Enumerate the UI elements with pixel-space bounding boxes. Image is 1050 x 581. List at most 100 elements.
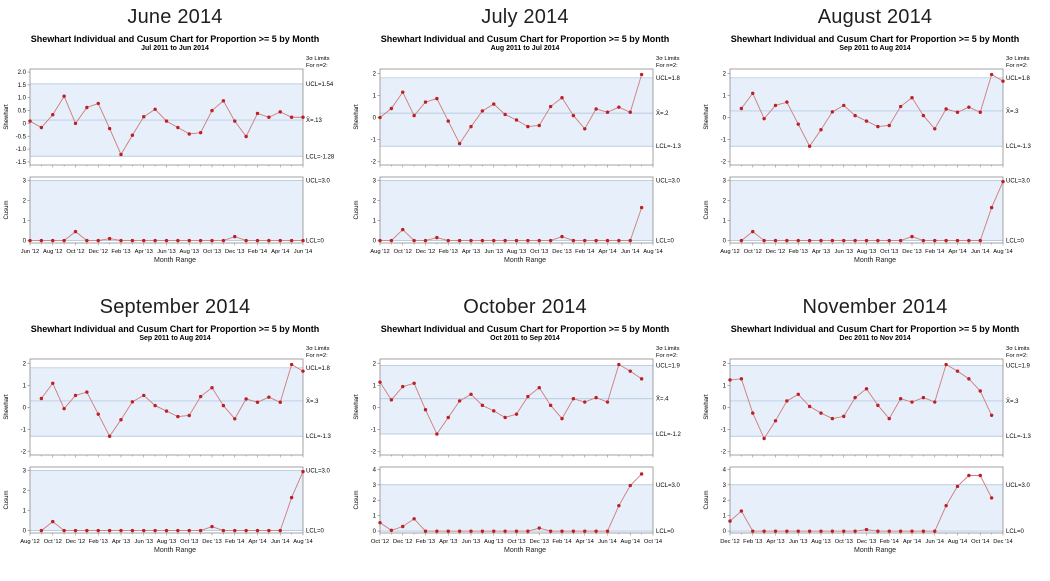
data-point xyxy=(85,390,89,394)
center-label: X̄=.13 xyxy=(306,117,323,124)
x-tick-label: Aug '13 xyxy=(157,539,176,545)
data-point xyxy=(594,107,598,111)
data-point xyxy=(457,399,462,403)
series-line xyxy=(41,471,304,532)
y-tick-label: 3 xyxy=(23,179,27,185)
ucl-label: UCL=1.8 xyxy=(1006,76,1031,82)
x-axis-label: Month Range xyxy=(853,547,897,554)
limits-header: For n=2: xyxy=(1006,353,1028,359)
y-tick-label: -1.0 xyxy=(16,147,27,153)
y-tick-label: 1 xyxy=(373,219,377,225)
data-point xyxy=(955,484,960,489)
data-point xyxy=(807,144,812,148)
center-label: X̄=.3 xyxy=(306,398,319,405)
series-line xyxy=(729,363,993,440)
data-point xyxy=(267,395,271,399)
y-tick-label: -0.5 xyxy=(16,134,27,140)
y-tick-label: 1 xyxy=(723,383,727,389)
data-point xyxy=(762,116,766,121)
data-point xyxy=(739,509,744,513)
data-point xyxy=(107,528,112,533)
x-tick-label: Jun '12 xyxy=(21,249,40,255)
data-point xyxy=(39,238,44,243)
data-point xyxy=(773,238,778,243)
data-point xyxy=(278,528,282,533)
control-limit-band xyxy=(380,180,653,241)
data-point xyxy=(435,529,439,533)
y-tick-label: 1 xyxy=(23,509,27,515)
cusum-chart: 3 2 1 0 Jun '12 Aug '12 Oct '12 Dec '12 Feb '13 A… xyxy=(4,176,331,255)
data-point xyxy=(289,115,294,119)
data-point xyxy=(244,528,248,533)
x-tick-label: Apr '13 xyxy=(135,249,153,255)
data-point xyxy=(469,124,473,129)
data-point xyxy=(639,472,644,476)
data-point xyxy=(751,411,755,415)
data-point xyxy=(423,238,428,243)
x-tick-label: Aug '12 xyxy=(20,539,39,545)
shewhart-chart: 2 1 0 -1 -2 UCL=1.8 LCL=-1.3 X̄=.3 Shewhart 3σ Li… xyxy=(704,56,1032,168)
limits-header: For n=2: xyxy=(306,353,328,359)
data-point xyxy=(51,381,55,385)
data-point xyxy=(164,409,169,413)
data-point xyxy=(233,119,237,123)
center-label: X̄=.2 xyxy=(656,110,669,117)
data-point xyxy=(412,113,416,118)
data-point xyxy=(244,134,248,139)
data-point xyxy=(153,528,157,533)
data-point xyxy=(785,100,789,104)
x-tick-label: Dec '12 xyxy=(393,539,412,545)
data-point xyxy=(910,400,914,404)
control-limit-band xyxy=(730,77,1003,147)
ucl-label: UCL=3.0 xyxy=(306,469,331,475)
data-point xyxy=(548,238,553,243)
x-tick-label: Jun '13 xyxy=(157,249,176,255)
x-tick-label: Aug '14 xyxy=(293,539,313,545)
data-point xyxy=(989,496,994,500)
data-point xyxy=(933,238,937,243)
chart-subtitle: Dec 2011 to Nov 2014 xyxy=(839,335,911,342)
data-point xyxy=(378,238,382,243)
control-limit-band xyxy=(380,365,653,435)
data-point xyxy=(412,238,416,243)
data-point xyxy=(887,123,891,128)
data-point xyxy=(628,369,632,373)
x-tick-label: Jun '14 xyxy=(271,539,290,545)
data-point xyxy=(605,400,610,404)
y-tick-label: 1 xyxy=(373,514,377,520)
x-tick-label: Apr '14 xyxy=(903,539,922,545)
data-point xyxy=(446,119,450,123)
data-point xyxy=(278,110,282,114)
data-point xyxy=(492,238,496,243)
y-tick-label: 2 xyxy=(373,199,377,205)
y-tick-label: 4 xyxy=(373,467,377,473)
data-point xyxy=(423,408,428,412)
data-point xyxy=(153,238,157,243)
data-point xyxy=(255,238,260,243)
x-tick-label: Oct '12 xyxy=(44,539,62,545)
data-point xyxy=(401,524,405,529)
x-tick-label: Jun '13 xyxy=(462,539,481,545)
x-tick-label: Oct '13 xyxy=(880,249,898,255)
lcl-label: LCL=-1.3 xyxy=(1006,144,1032,150)
data-point xyxy=(210,385,214,390)
data-point xyxy=(560,95,564,100)
data-point xyxy=(198,238,203,243)
x-tick-label: Jun '14 xyxy=(294,249,313,255)
y-tick-label: 3 xyxy=(373,179,377,185)
ucl-label: UCL=3.0 xyxy=(306,179,331,185)
data-point xyxy=(605,110,610,114)
data-point xyxy=(830,529,835,533)
data-point xyxy=(876,238,880,243)
x-tick-label: Oct '13 xyxy=(835,539,853,545)
data-point xyxy=(62,94,66,98)
data-point xyxy=(583,400,587,404)
x-tick-label: Feb '14 xyxy=(552,539,572,545)
limits-header: 3σ Limits xyxy=(306,56,330,62)
data-point xyxy=(537,123,541,128)
chart-title: Shewhart Individual and Cusum Chart for … xyxy=(730,324,1020,334)
data-point xyxy=(301,115,305,119)
y-tick-label: 2 xyxy=(723,498,727,504)
data-point xyxy=(457,141,462,146)
